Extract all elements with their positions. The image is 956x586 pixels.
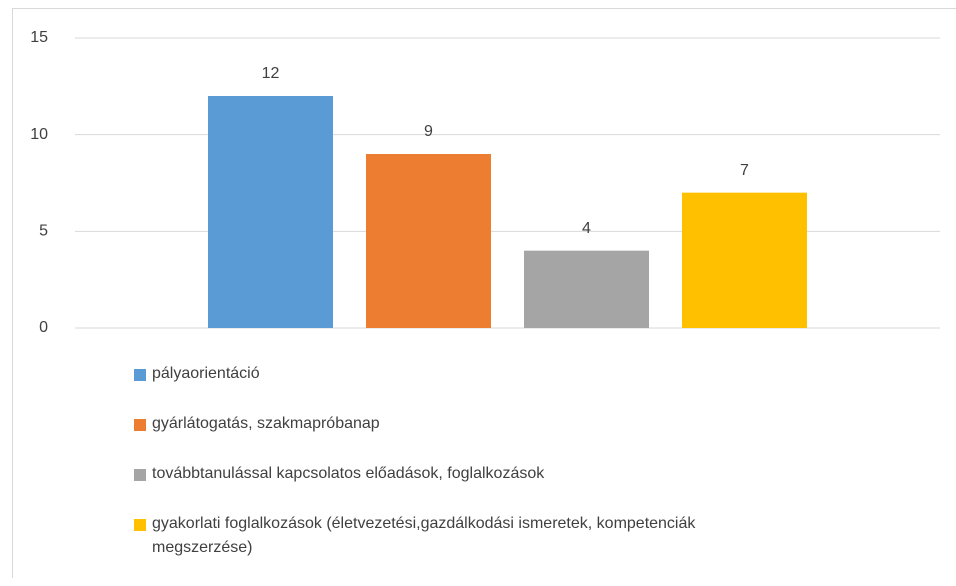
- data-label: 12: [262, 65, 280, 82]
- legend-label: továbbtanulással kapcsolatos előadások, …: [152, 462, 544, 486]
- legend-item: továbbtanulással kapcsolatos előadások, …: [134, 462, 794, 486]
- data-label: 4: [582, 220, 591, 237]
- y-tick-label: 0: [39, 319, 48, 336]
- legend: pályaorientáció gyárlátogatás, szakmaprób…: [134, 362, 794, 586]
- legend-swatch: [134, 519, 146, 531]
- bar: [366, 154, 491, 328]
- legend-label: gyakorlati foglalkozások (életvezetési,g…: [152, 512, 794, 560]
- legend-swatch: [134, 369, 146, 381]
- legend-item: pályaorientáció: [134, 362, 794, 386]
- legend-label: gyárlátogatás, szakmapróbanap: [152, 412, 380, 436]
- data-label: 7: [740, 162, 749, 179]
- y-tick-label: 15: [30, 29, 48, 46]
- y-tick-label: 10: [30, 126, 48, 143]
- bar: [208, 96, 333, 328]
- bar: [524, 251, 649, 328]
- data-label: 9: [424, 123, 433, 140]
- legend-label: pályaorientáció: [152, 362, 260, 386]
- legend-swatch: [134, 419, 146, 431]
- legend-item: gyakorlati foglalkozások (életvezetési,g…: [134, 512, 794, 560]
- legend-swatch: [134, 469, 146, 481]
- bar: [682, 193, 807, 328]
- legend-item: gyárlátogatás, szakmapróbanap: [134, 412, 794, 436]
- y-tick-label: 5: [39, 223, 48, 240]
